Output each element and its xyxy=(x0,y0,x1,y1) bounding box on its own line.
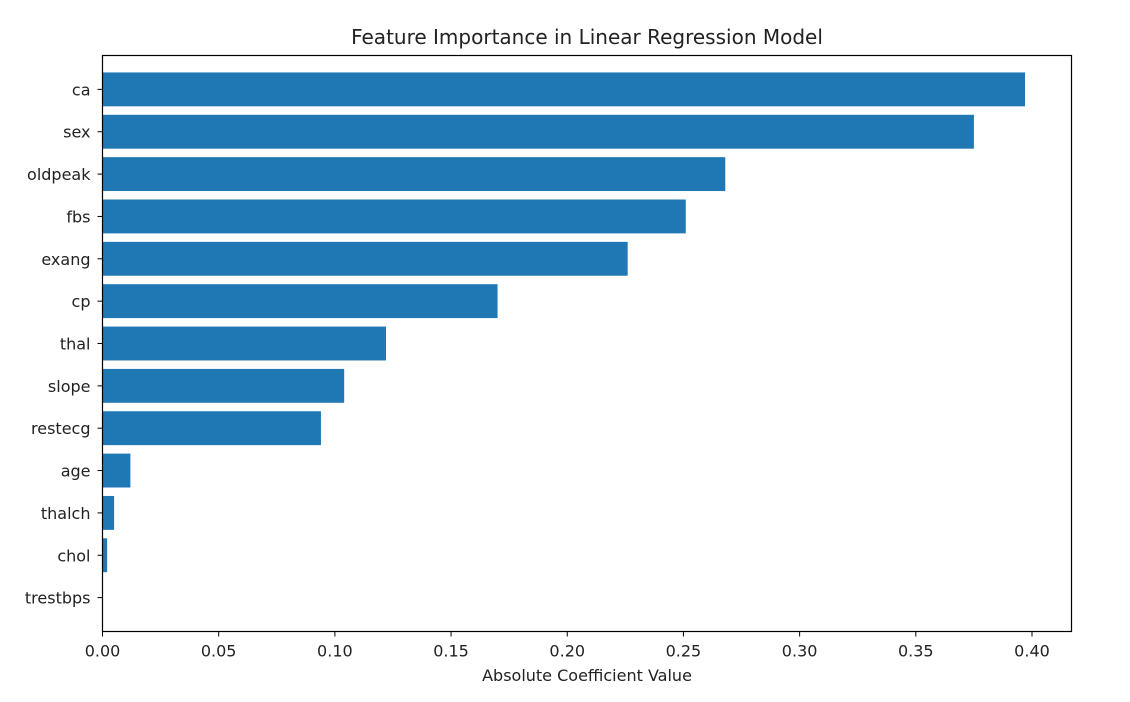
bar-age xyxy=(102,453,131,488)
x-axis-label: Absolute Coefficient Value xyxy=(482,666,692,685)
y-axis-ticks: ca sex oldpeak fbs exang cp thal slope restecg ag… xyxy=(25,80,103,608)
x-tick-label: 0.20 xyxy=(549,642,585,661)
y-tick-label: ca xyxy=(72,80,91,99)
bar-slope xyxy=(102,368,345,403)
y-tick-label: fbs xyxy=(66,207,90,226)
y-tick-label: cp xyxy=(72,292,91,311)
x-axis-ticks: 0.00 0.05 0.10 0.15 0.20 0.25 0.30 0.35 0.40 xyxy=(85,631,1050,661)
y-tick-label: trestbps xyxy=(25,589,91,608)
x-tick-label: 0.05 xyxy=(201,642,237,661)
bar-fbs xyxy=(102,199,686,234)
x-tick-label: 0.25 xyxy=(666,642,702,661)
x-tick-label: 0.30 xyxy=(782,642,818,661)
bar-ca xyxy=(102,72,1026,107)
x-tick-label: 0.00 xyxy=(85,642,121,661)
bar-cp xyxy=(102,284,498,319)
y-tick-label: exang xyxy=(41,250,90,269)
bars-group xyxy=(102,72,1026,573)
x-tick-label: 0.15 xyxy=(433,642,469,661)
bar-restecg xyxy=(102,411,321,446)
x-tick-label: 0.35 xyxy=(898,642,934,661)
chart-title: Feature Importance in Linear Regression … xyxy=(351,25,823,49)
y-tick-label: restecg xyxy=(31,419,90,438)
bar-chol xyxy=(102,538,108,573)
y-tick-label: age xyxy=(61,462,91,481)
bar-oldpeak xyxy=(102,157,726,192)
y-tick-label: sex xyxy=(63,123,90,142)
y-tick-label: oldpeak xyxy=(27,165,91,184)
bar-thal xyxy=(102,326,386,361)
y-tick-label: chol xyxy=(57,546,90,565)
x-tick-label: 0.10 xyxy=(317,642,353,661)
bar-exang xyxy=(102,241,628,276)
plot-frame xyxy=(101,54,1073,633)
x-tick-label: 0.40 xyxy=(1014,642,1050,661)
bar-sex xyxy=(102,114,974,149)
y-tick-label: thalch xyxy=(41,504,91,523)
y-tick-label: thal xyxy=(60,335,91,354)
y-tick-label: slope xyxy=(48,377,91,396)
bar-thalch xyxy=(102,495,115,530)
